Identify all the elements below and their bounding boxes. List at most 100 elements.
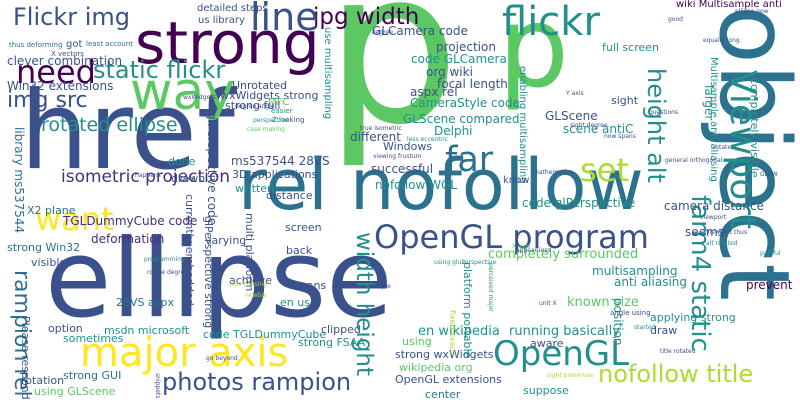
word-draw: draw <box>650 324 678 337</box>
word-wiki-multisample: wiki Multisample anti <box>676 0 782 10</box>
word-go-beyond: go beyond <box>206 355 238 362</box>
word-wxwidgets-strong: wxWidgets strong <box>220 89 319 102</box>
word-clipped: clipped <box>321 323 361 336</box>
word-z-looking: Z looking <box>272 116 305 124</box>
word-y-axis: Y axis <box>566 90 584 97</box>
word-wikipedia-org: wikipedia org <box>399 361 473 374</box>
word-using-glscene: using GLScene <box>34 385 116 398</box>
word-strong-full: strong full <box>225 99 281 112</box>
word-detailed-steps: detailed steps <box>197 3 268 14</box>
word-code-glcamera: code GLCamera <box>411 52 507 66</box>
word-snippets: snippets <box>154 373 161 399</box>
word-visible: visible <box>31 256 67 269</box>
word-glscene-compared: GLScene compared <box>403 112 520 126</box>
word-opengl-extensions: OpenGL extensions <box>395 373 502 386</box>
word-jpg-width: jpg width <box>313 4 420 30</box>
word-want: want <box>35 200 114 238</box>
word-deformation: deformation <box>91 232 165 246</box>
word-strong-fsaa: strong FSAA <box>298 336 366 349</box>
word-case-making: case making <box>247 126 285 133</box>
word-en-wikipedia: en wikipedia <box>418 324 500 339</box>
word-glscene: GLScene <box>545 109 598 123</box>
word-need: need <box>16 53 96 91</box>
word-angle-using: angle using <box>610 309 651 317</box>
word-enabling-multisampling: enabling multisampling <box>517 66 528 184</box>
word-x-axis: X axis <box>512 243 531 250</box>
word-msdn-microsoft: msdn microsoft <box>104 324 190 337</box>
word-tgldummycube-code: TGLDummyCube code <box>63 214 198 228</box>
word-rel-nofollow: rel nofollow <box>238 144 644 226</box>
word-applying-strong: applying strong <box>650 311 736 324</box>
word-sight: sight <box>611 94 639 107</box>
word-less-eccentric: less eccentric <box>407 136 449 143</box>
word-seems: seems <box>685 225 724 239</box>
word-sm-b: sight degree <box>570 122 608 129</box>
word-scene-antic: scene antiC <box>563 122 634 136</box>
word-full-screen: full screen <box>602 41 660 54</box>
word-glcamera-code: GLCamera code <box>372 24 468 38</box>
word-multisampling: multisampling <box>592 264 678 278</box>
word-flickr: flickr <box>502 0 600 45</box>
word-unit-x: unit X <box>539 300 557 307</box>
word-completely-visible: completely visible <box>748 78 761 178</box>
word-ellipse-now: ellipse now <box>735 8 769 15</box>
word-painful: painful <box>760 250 781 257</box>
word-code-glperspective: code glPerspective <box>522 196 636 210</box>
word-successful: successful <box>371 162 434 176</box>
word-opengl-program: OpenGL program <box>374 218 649 256</box>
word-programming: programming <box>144 256 185 263</box>
word-code-tgldummycube: code TGLDummyCube <box>203 328 327 341</box>
word-win32-extensions: Win32 extensions <box>7 79 114 93</box>
word-suppose: suppose <box>523 384 569 397</box>
word-true-isometric: true isometric <box>360 125 403 132</box>
word-nofollow-title: nofollow title <box>598 360 754 388</box>
word-degree: degree <box>372 29 394 36</box>
word-spans: spans <box>294 279 327 292</box>
word-got: got <box>66 39 83 50</box>
word-gl-perspective-code: glPerspective code <box>205 112 219 226</box>
word-written: written <box>235 182 274 195</box>
word-prevent: prevent <box>746 278 793 292</box>
word-glperspective-strong: glPerspective strong <box>202 216 215 329</box>
word-photos-rampion: photos rampion <box>162 368 352 396</box>
word-nofollow-wgl: nofollow WGL <box>375 178 458 192</box>
word-good: good <box>668 16 683 23</box>
word-img-src: img src <box>7 88 88 113</box>
word-projection: projection <box>436 40 496 54</box>
word-case-causing: case causing <box>228 281 267 288</box>
word-en-us: en us <box>280 296 310 309</box>
word-ms537544-28vs: ms537544 28VS <box>231 154 330 168</box>
word-back: back <box>286 244 313 257</box>
word-library-ms537544: library ms537544 <box>12 127 26 234</box>
word-least-account: least account <box>86 40 134 48</box>
word-completely-surrounded: completely surrounded <box>488 247 639 262</box>
word-simple: simple <box>371 283 391 290</box>
word-fixed-exact: fixed exact <box>448 310 457 355</box>
word-x-vectors: X vectors <box>51 50 84 58</box>
word-glew: GLEW <box>760 171 778 178</box>
word-camera-distance: camera distance <box>664 199 764 213</box>
word-larger: larger <box>702 85 716 121</box>
word-rotation: rotation <box>21 374 65 387</box>
word-rotated-ellipse: rotated ellipse <box>41 114 178 136</box>
word-started: started <box>634 324 656 331</box>
word-sight-preserves: sight preserves <box>547 372 594 379</box>
word-anti-aliasing: anti aliasing <box>614 275 687 289</box>
word-equally-long: equally long <box>703 37 740 44</box>
word-sometimes: sometimes <box>63 332 124 345</box>
word-perspective: perspective <box>253 117 289 124</box>
word-org-wiki: org wiki <box>426 65 473 79</box>
word-sm-a: wxWidgets <box>183 94 216 101</box>
word-currently-embedded: currently embedded <box>183 194 196 306</box>
word-line: line <box>250 0 319 39</box>
word-far: far <box>445 140 494 180</box>
word-strong-wxwidgets: strong wxWidgets <box>395 348 494 361</box>
word-flickr-img: Flickr img <box>13 3 131 31</box>
word-strong-win32: strong Win32 <box>7 241 81 254</box>
word-distance: distance <box>266 189 313 202</box>
word-windows: Windows <box>383 140 433 153</box>
word-general-orthogonal: general orthogonal <box>665 157 723 164</box>
word-easier: easier <box>271 107 293 115</box>
word-aware: aware <box>530 337 564 350</box>
